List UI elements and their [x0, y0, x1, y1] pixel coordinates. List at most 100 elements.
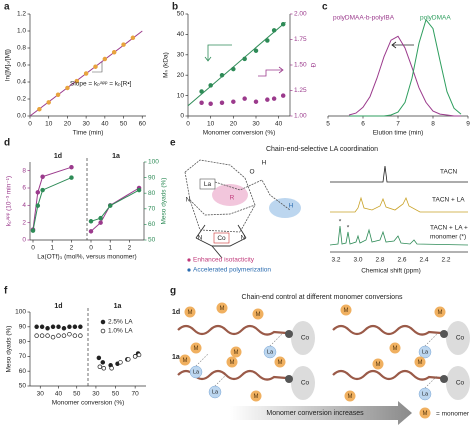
- spectrum-label: TACN + LA +: [430, 225, 468, 232]
- monomer-label: M: [183, 358, 188, 364]
- data-line: [32, 177, 72, 231]
- data-point: [69, 175, 74, 180]
- y-axis-label: Meso dyads (%): [6, 326, 13, 373]
- data-point: [271, 96, 277, 101]
- x-tick-label: 30: [92, 391, 100, 398]
- monomer-label: M: [376, 362, 381, 368]
- y-tick-label: 50: [148, 237, 156, 244]
- arrow-label: Monomer conversion increases: [266, 410, 364, 417]
- monomer-label: M: [393, 346, 398, 352]
- y-tick-label: 100: [15, 309, 26, 316]
- data-point: [39, 333, 45, 338]
- la-ion: [418, 387, 432, 401]
- data-point: [136, 352, 142, 358]
- atom-label: Co: [217, 235, 226, 242]
- progress-arrow: [230, 401, 412, 425]
- catalyst: [291, 366, 315, 400]
- catalyst-label: Co: [456, 380, 465, 387]
- x-axis-label: Time (min): [73, 130, 104, 137]
- nmr-trace: [329, 225, 469, 246]
- y-tick-label: 8: [22, 167, 26, 174]
- data-point: [121, 42, 126, 47]
- panel-subtitle: 1d: [54, 303, 62, 310]
- monomer-label: M: [423, 411, 428, 417]
- panel-label: e: [170, 138, 176, 149]
- la-label: La: [193, 369, 200, 375]
- legend-marker: [100, 319, 106, 325]
- data-point: [208, 83, 213, 88]
- monomer-icon: [216, 302, 228, 314]
- monomer-icon: [414, 356, 426, 368]
- y-tick-label: 0: [180, 113, 184, 120]
- data-point: [242, 96, 247, 101]
- data-point: [88, 219, 94, 224]
- y-tick-label: 30: [177, 52, 185, 59]
- x-tick-label: 40: [101, 121, 109, 128]
- x-tick-label: 30: [252, 121, 260, 128]
- y-tick-label: 1.25: [294, 87, 307, 94]
- x-tick-label: 20: [64, 121, 72, 128]
- bullet-text: Accelerated polymerization: [193, 267, 271, 274]
- monomer-label: M: [188, 310, 193, 316]
- y-tick-label: 20: [177, 72, 185, 79]
- chain-end: [285, 375, 293, 383]
- chain-end: [440, 330, 448, 338]
- chain-end: [440, 375, 448, 383]
- x-tick-label: 0: [89, 245, 93, 252]
- atom-label: R: [230, 195, 235, 202]
- axis-arrow: [258, 66, 284, 77]
- data-point: [69, 164, 74, 170]
- spectrum-label: TACN: [440, 169, 458, 176]
- y-tick-label: 0: [22, 237, 26, 244]
- data-point: [219, 100, 225, 105]
- monomer-icon: [184, 306, 196, 318]
- panel-e: e Chain-end-selective LA coordination La…: [170, 138, 468, 275]
- data-point: [280, 93, 286, 98]
- x-tick-label: 50: [112, 391, 120, 398]
- x-tick-label: 10: [207, 121, 215, 128]
- y-tick-label: 50: [177, 11, 185, 18]
- x-tick-label: 6: [361, 121, 365, 128]
- data-point: [61, 333, 67, 338]
- data-point: [101, 365, 107, 371]
- x-tick-label: 30: [83, 121, 91, 128]
- bullet: [187, 258, 191, 262]
- atom-box: [213, 232, 230, 244]
- la-ion: [189, 365, 203, 379]
- annotation-bracket: [92, 62, 103, 73]
- atom-label: O: [249, 169, 254, 176]
- data-point: [98, 220, 103, 225]
- data-point: [97, 364, 103, 370]
- structure-bonds: [184, 159, 291, 233]
- la-ion: [418, 345, 432, 359]
- data-point: [40, 187, 45, 193]
- data-point: [78, 324, 83, 330]
- x-tick-label: 2.2: [441, 257, 450, 264]
- polymer-chain: [332, 324, 442, 336]
- y-tick-label: 0.0: [17, 113, 26, 120]
- data-point: [100, 360, 106, 365]
- data-point: [35, 190, 41, 195]
- y-axis-label: Mₙ (kDa): [163, 52, 170, 78]
- atom-label: N: [241, 235, 246, 242]
- data-point: [34, 324, 39, 330]
- x-tick-label: 7: [396, 121, 400, 128]
- la-ion: [263, 345, 277, 359]
- data-point: [40, 174, 45, 179]
- data-point: [109, 365, 114, 371]
- data-point: [56, 324, 61, 330]
- catalyst-label: Co: [301, 380, 310, 387]
- data-point: [45, 333, 50, 338]
- atom-label: N: [198, 235, 203, 242]
- catalyst-label: Co: [456, 335, 465, 342]
- coordination: [424, 333, 438, 347]
- data-line: [90, 187, 140, 232]
- monomer-label: M: [234, 350, 239, 356]
- y-tick-label: 40: [177, 31, 185, 38]
- panel-label: d: [4, 138, 10, 149]
- monomer-label: M: [254, 394, 259, 400]
- panel-title: Chain-end control at different monomer c…: [242, 294, 403, 301]
- data-point: [88, 229, 94, 234]
- monomer-icon: [179, 354, 191, 366]
